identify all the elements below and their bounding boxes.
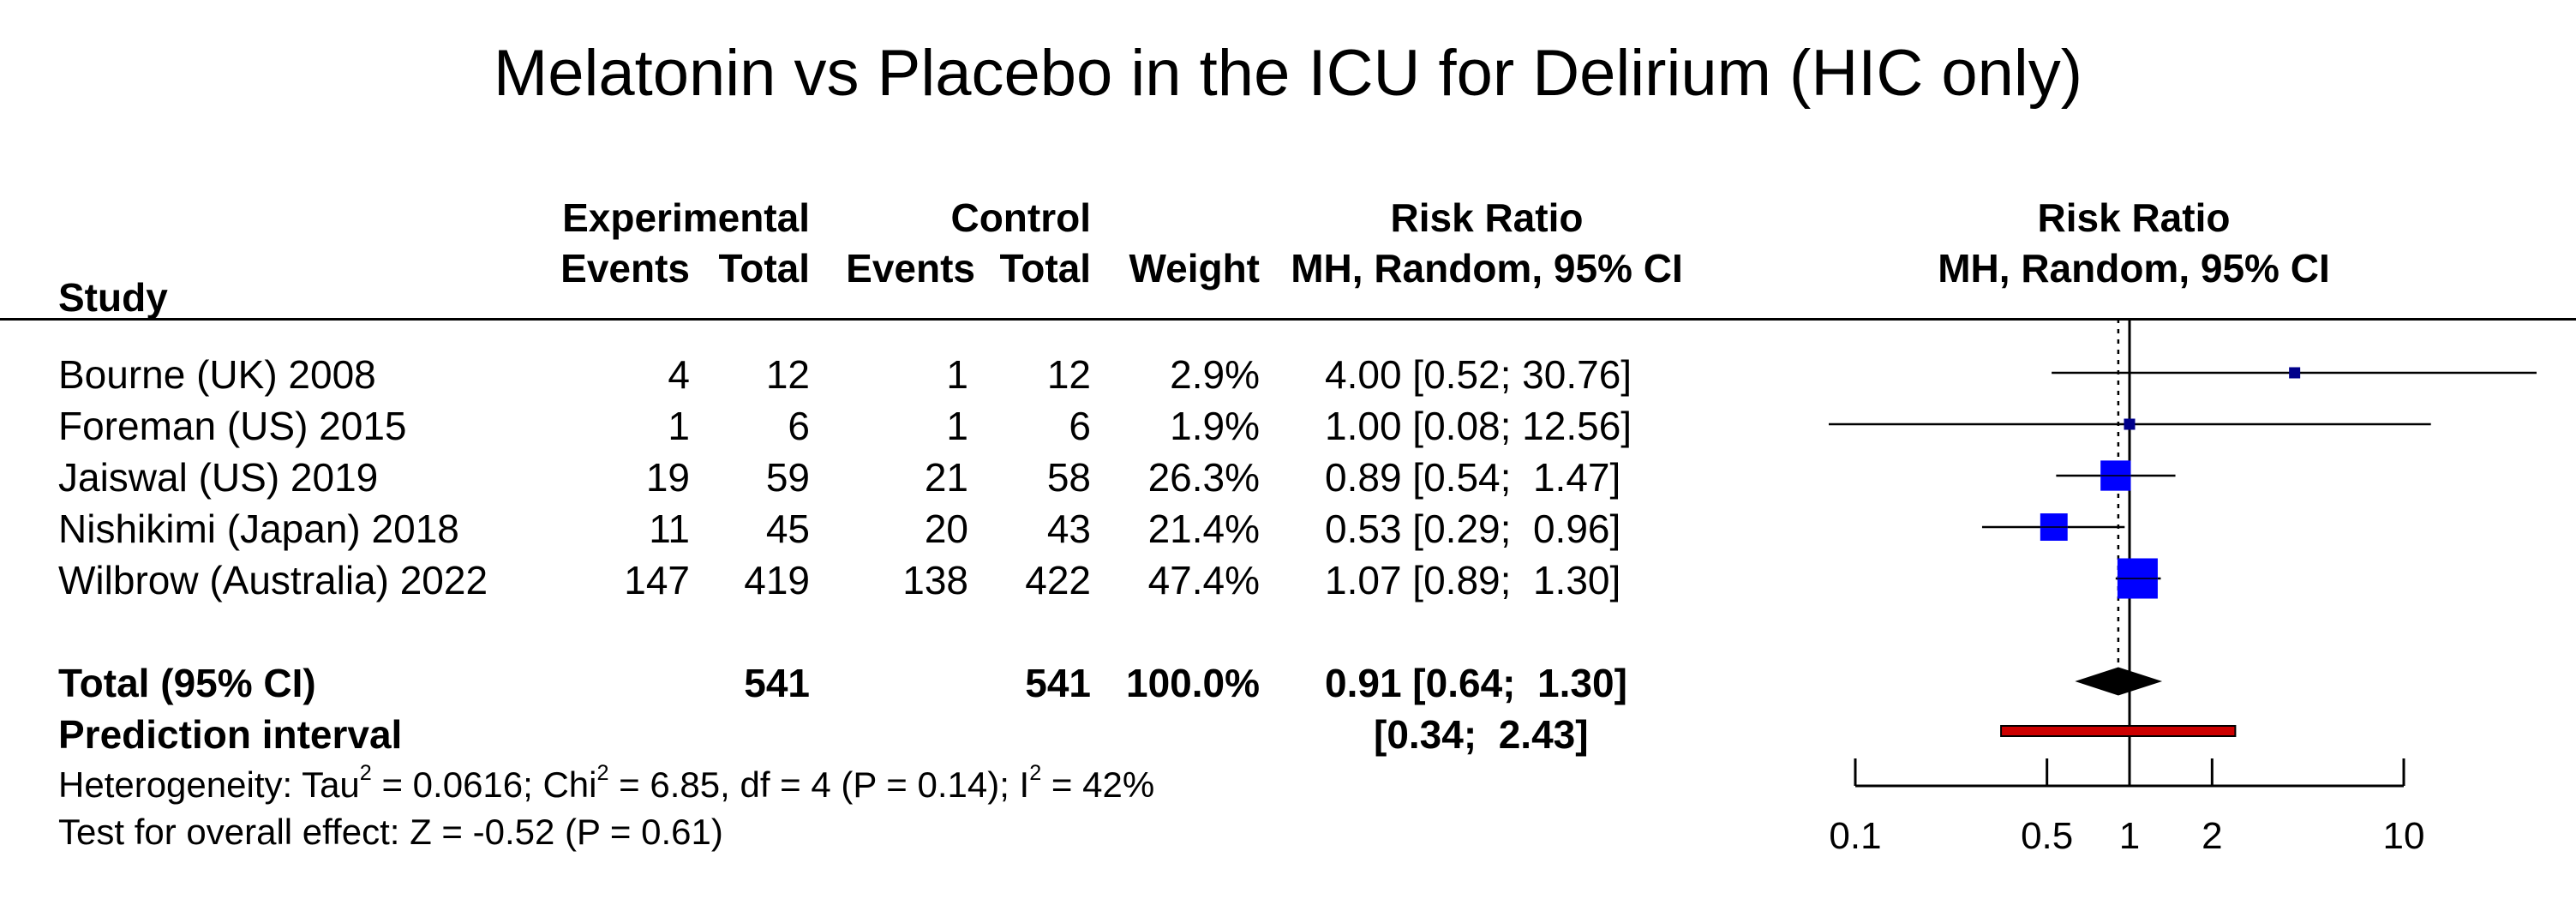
summary-diamond (2075, 667, 2163, 696)
header-weight: Weight (1129, 246, 1260, 291)
total-ctl-total: 541 (1025, 661, 1091, 705)
exp-events: 11 (649, 506, 690, 551)
header-rr-line2: MH, Random, 95% CI (1291, 246, 1683, 291)
study-name: Wilbrow (Australia) 2022 (58, 558, 488, 602)
ctl-events: 138 (902, 558, 968, 602)
ctl-total: 43 (1046, 506, 1091, 551)
overall-effect-note: Test for overall effect: Z = -0.52 (P = … (58, 812, 723, 852)
exp-total: 419 (744, 558, 810, 602)
study-name: Nishikimi (Japan) 2018 (58, 506, 459, 551)
header-experimental: Experimental (562, 195, 810, 240)
exp-events: 19 (645, 455, 690, 500)
study-name: Jaiswal (US) 2019 (58, 455, 379, 500)
ctl-total: 6 (1069, 404, 1091, 448)
header-ctl-total: Total (999, 246, 1091, 291)
x-axis-tick-label: 0.1 (1829, 815, 1881, 857)
ctl-total: 58 (1046, 455, 1091, 500)
header-rr-line1: Risk Ratio (1390, 195, 1584, 240)
exp-total: 59 (765, 455, 810, 500)
ctl-events: 1 (946, 404, 968, 448)
study-name: Foreman (US) 2015 (58, 404, 407, 448)
study-ci-text: 1.07 [0.89; 1.30] (1325, 558, 1621, 602)
chart-title: Melatonin vs Placebo in the ICU for Deli… (493, 37, 2083, 110)
prediction-label: Prediction interval (58, 712, 403, 757)
total-weight: 100.0% (1125, 661, 1260, 705)
ctl-total: 12 (1046, 352, 1091, 397)
header-plot-line2: MH, Random, 95% CI (1938, 246, 2330, 291)
ctl-events: 1 (946, 352, 968, 397)
study-ci-text: 4.00 [0.52; 30.76] (1325, 352, 1632, 397)
study-weight: 26.3% (1147, 455, 1260, 500)
study-name: Bourne (UK) 2008 (58, 352, 376, 397)
study-weight-box (2124, 418, 2136, 430)
header-exp-total: Total (718, 246, 810, 291)
exp-events: 4 (668, 352, 690, 397)
header-study: Study (58, 275, 168, 320)
x-axis-tick-label: 1 (2119, 815, 2140, 857)
ctl-events: 20 (924, 506, 968, 551)
exp-events: 147 (624, 558, 690, 602)
prediction-ci-text: [0.34; 2.43] (1374, 712, 1589, 757)
header-plot-line1: Risk Ratio (2037, 195, 2231, 240)
header-control: Control (950, 195, 1091, 240)
total-exp-total: 541 (744, 661, 810, 705)
x-axis-tick-label: 2 (2202, 815, 2222, 857)
header-divider (0, 318, 2576, 321)
header-exp-events: Events (560, 246, 690, 291)
x-axis-tick-label: 0.5 (2021, 815, 2073, 857)
study-ci-text: 0.53 [0.29; 0.96] (1325, 506, 1621, 551)
study-weight: 47.4% (1147, 558, 1260, 602)
total-ci-text: 0.91 [0.64; 1.30] (1325, 661, 1627, 705)
study-ci-text: 0.89 [0.54; 1.47] (1325, 455, 1621, 500)
exp-events: 1 (668, 404, 690, 448)
study-ci-text: 1.00 [0.08; 12.56] (1325, 404, 1632, 448)
heterogeneity-note: Heterogeneity: Tau2 = 0.0616; Chi2 = 6.8… (58, 760, 1155, 805)
x-axis-tick-label: 10 (2383, 815, 2425, 857)
study-weight: 21.4% (1147, 506, 1260, 551)
exp-total: 6 (788, 404, 810, 448)
exp-total: 45 (765, 506, 810, 551)
header-ctl-events: Events (846, 246, 975, 291)
ctl-total: 422 (1025, 558, 1091, 602)
prediction-interval-bar (2000, 725, 2237, 737)
study-weight: 1.9% (1170, 404, 1260, 448)
study-weight-box (2289, 367, 2301, 379)
exp-total: 12 (765, 352, 810, 397)
total-label: Total (95% CI) (58, 661, 316, 705)
ctl-events: 21 (924, 455, 968, 500)
study-weight: 2.9% (1170, 352, 1260, 397)
